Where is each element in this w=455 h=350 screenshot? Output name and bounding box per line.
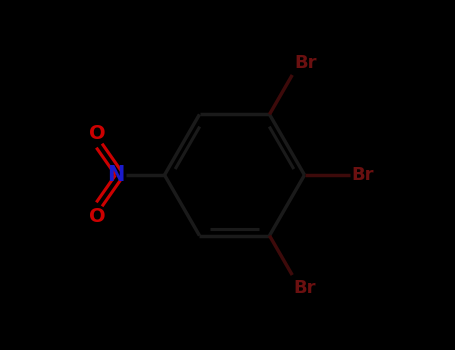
Text: Br: Br (293, 279, 315, 296)
Text: Br: Br (294, 54, 317, 72)
Text: O: O (89, 124, 106, 143)
Text: N: N (107, 165, 124, 185)
Text: O: O (89, 207, 106, 226)
Text: Br: Br (352, 166, 374, 184)
